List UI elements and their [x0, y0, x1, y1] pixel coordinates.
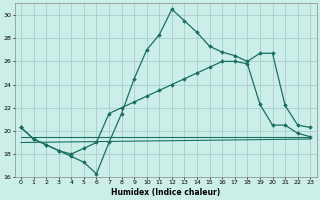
X-axis label: Humidex (Indice chaleur): Humidex (Indice chaleur) [111, 188, 220, 197]
